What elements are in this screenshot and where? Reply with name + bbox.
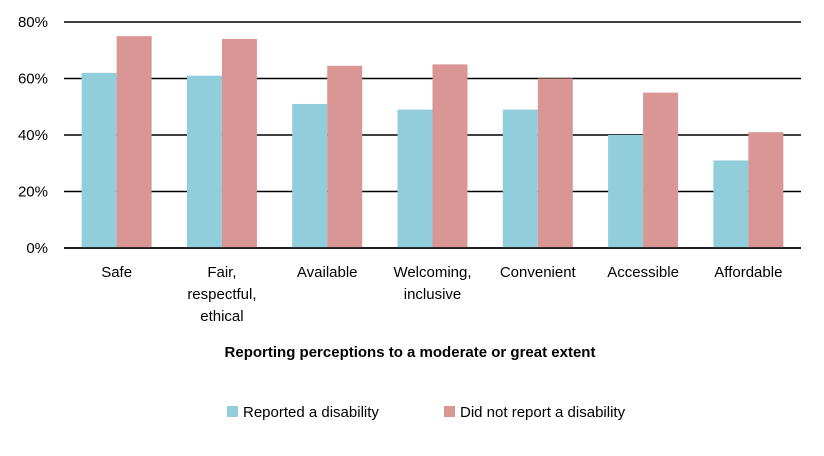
category-label: Safe (101, 264, 132, 281)
bar-reported (81, 72, 117, 248)
bar-not-reported (748, 132, 784, 248)
legend-label: Reported a disability (243, 404, 379, 421)
bar-not-reported (643, 92, 679, 248)
y-tick-label: 20% (18, 184, 48, 201)
bar-reported (186, 75, 222, 248)
category-label: Welcoming, inclusive (393, 264, 471, 303)
legend-swatch (444, 406, 455, 417)
bar-not-reported (432, 64, 468, 248)
category-label: Affordable (714, 264, 782, 281)
y-tick-label: 80% (18, 14, 48, 31)
category-label: Accessible (607, 264, 679, 281)
y-tick-label: 0% (26, 240, 48, 257)
category-labels: Safe Fair, respectful, ethical Available Welc… (101, 264, 782, 325)
legend: Reported a disability Did not report a di… (227, 404, 626, 421)
bars (64, 36, 801, 249)
bar-not-reported (327, 65, 363, 248)
bar-reported (397, 109, 433, 248)
legend-label: Did not report a disability (460, 404, 626, 421)
bar-reported (608, 135, 644, 248)
bar-not-reported (221, 38, 257, 249)
bar-not-reported (116, 36, 152, 248)
category-label: Available (297, 264, 358, 281)
category-label: Convenient (500, 264, 577, 281)
category-label: Fair, respectful, ethical (187, 264, 256, 325)
bar-not-reported (537, 78, 573, 248)
x-axis-title: Reporting perceptions to a moderate or g… (225, 344, 596, 361)
bar-reported (502, 109, 538, 248)
bar-reported (292, 103, 328, 248)
y-tick-label: 40% (18, 127, 48, 144)
y-tick-label: 60% (18, 71, 48, 88)
legend-swatch (227, 406, 238, 417)
y-axis-ticks: 0% 20% 40% 60% 80% (18, 14, 48, 257)
bar-reported (713, 160, 749, 248)
